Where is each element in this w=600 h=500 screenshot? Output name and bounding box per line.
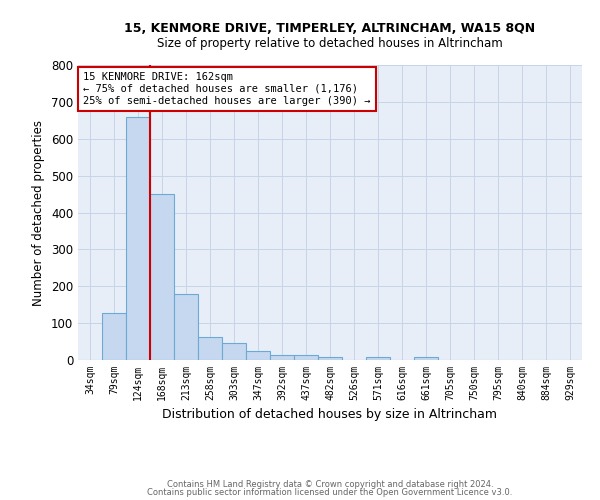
Text: Size of property relative to detached houses in Altrincham: Size of property relative to detached ho… — [157, 38, 503, 51]
Bar — [150, 194, 174, 360]
X-axis label: Distribution of detached houses by size in Altrincham: Distribution of detached houses by size … — [163, 408, 497, 422]
Text: 15, KENMORE DRIVE, TIMPERLEY, ALTRINCHAM, WA15 8QN: 15, KENMORE DRIVE, TIMPERLEY, ALTRINCHAM… — [124, 22, 536, 36]
Text: Contains HM Land Registry data © Crown copyright and database right 2024.: Contains HM Land Registry data © Crown c… — [167, 480, 493, 489]
Bar — [198, 337, 222, 360]
Text: 15 KENMORE DRIVE: 162sqm
← 75% of detached houses are smaller (1,176)
25% of sem: 15 KENMORE DRIVE: 162sqm ← 75% of detach… — [83, 72, 371, 106]
Bar — [294, 355, 318, 360]
Bar — [126, 116, 150, 360]
Bar — [246, 351, 270, 360]
Bar — [366, 357, 390, 360]
Bar — [102, 313, 126, 360]
Y-axis label: Number of detached properties: Number of detached properties — [32, 120, 46, 306]
Text: Contains public sector information licensed under the Open Government Licence v3: Contains public sector information licen… — [148, 488, 512, 497]
Bar — [222, 342, 246, 360]
Bar — [174, 294, 198, 360]
Bar — [414, 357, 438, 360]
Bar — [270, 355, 294, 360]
Bar — [318, 357, 342, 360]
